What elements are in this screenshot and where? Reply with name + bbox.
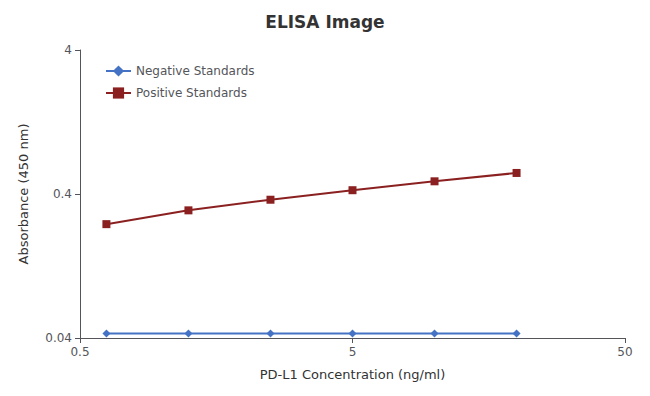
- svg-text:50: 50: [617, 345, 632, 359]
- svg-text:5: 5: [349, 345, 357, 359]
- svg-text:Negative Standards: Negative Standards: [136, 64, 255, 78]
- svg-text:0.5: 0.5: [70, 345, 89, 359]
- svg-text:0.04: 0.04: [45, 331, 72, 345]
- svg-text:ELISA Image: ELISA Image: [265, 12, 384, 32]
- svg-text:PD-L1 Concentration (ng/ml): PD-L1 Concentration (ng/ml): [260, 367, 446, 382]
- svg-text:Positive Standards: Positive Standards: [136, 86, 247, 100]
- svg-text:4: 4: [64, 43, 72, 57]
- svg-text:Absorbance (450 nm): Absorbance (450 nm): [16, 124, 31, 265]
- svg-text:0.4: 0.4: [53, 187, 72, 201]
